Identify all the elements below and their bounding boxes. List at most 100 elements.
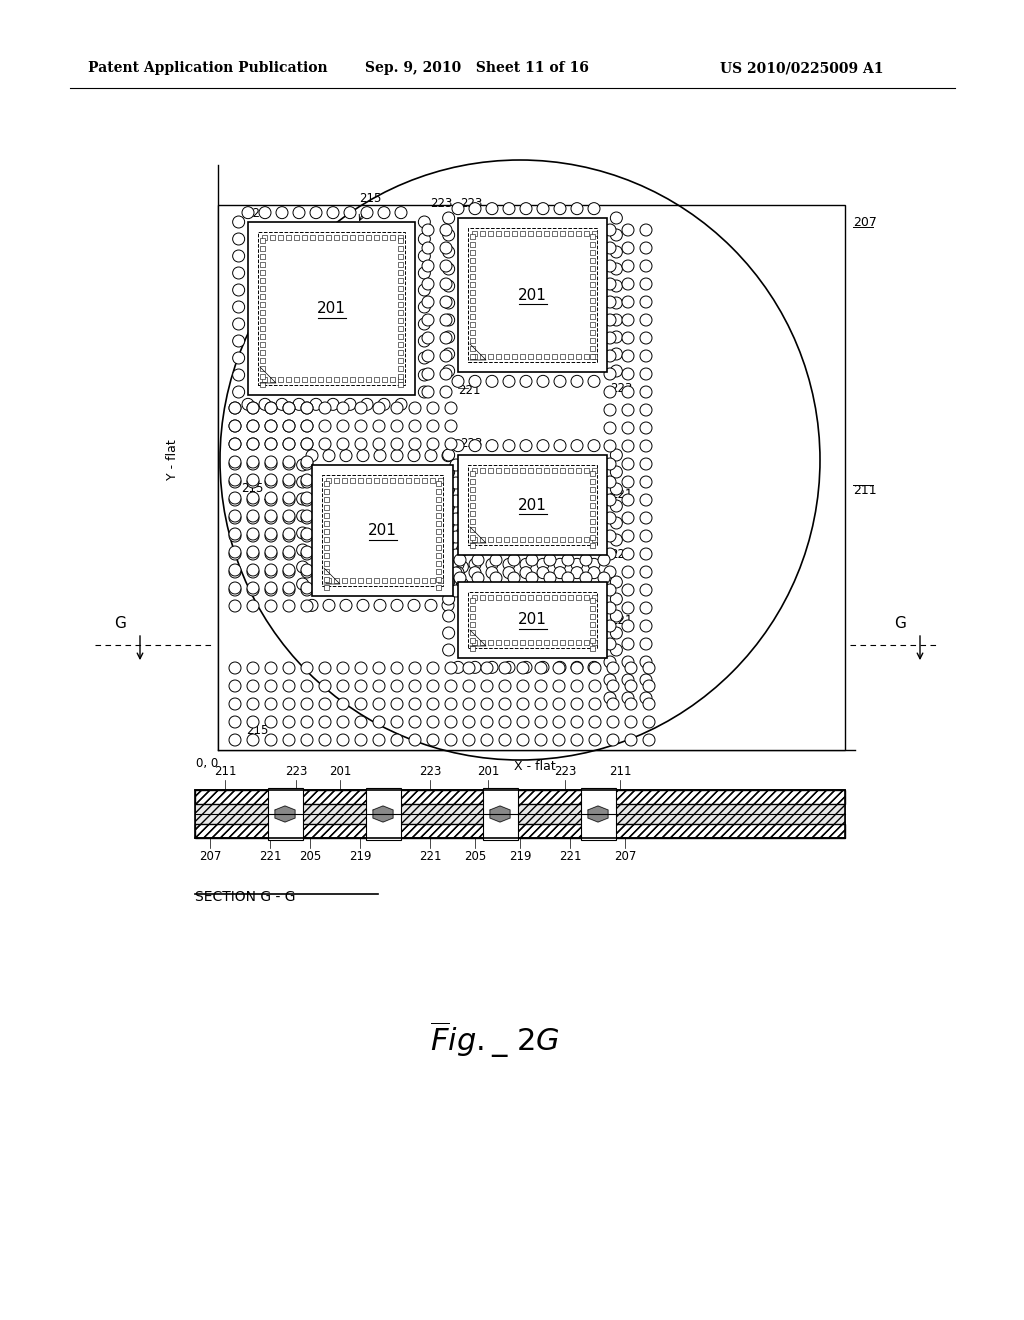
Circle shape <box>427 715 439 729</box>
Text: SECTION G - G: SECTION G - G <box>195 890 296 904</box>
Circle shape <box>229 582 241 594</box>
Bar <box>590 630 595 635</box>
Bar <box>520 354 525 359</box>
Bar <box>436 577 441 582</box>
Bar <box>350 235 355 240</box>
Bar <box>260 253 265 259</box>
Bar <box>568 231 573 236</box>
Circle shape <box>422 224 434 236</box>
Bar <box>438 478 443 483</box>
Circle shape <box>610 366 623 378</box>
Circle shape <box>419 267 430 279</box>
Circle shape <box>622 260 634 272</box>
Circle shape <box>604 242 616 253</box>
Bar <box>590 503 595 508</box>
Circle shape <box>499 715 511 729</box>
Circle shape <box>580 572 592 583</box>
Circle shape <box>442 483 455 495</box>
Bar <box>504 640 509 645</box>
Circle shape <box>247 420 259 432</box>
Bar <box>470 322 475 327</box>
Circle shape <box>422 279 434 290</box>
Circle shape <box>486 661 498 673</box>
Circle shape <box>442 644 455 656</box>
Bar <box>350 478 355 483</box>
Bar <box>480 354 485 359</box>
Circle shape <box>283 566 295 578</box>
Circle shape <box>419 301 430 313</box>
Bar <box>470 267 475 271</box>
Bar <box>350 378 355 381</box>
Circle shape <box>445 680 457 692</box>
Circle shape <box>247 548 259 560</box>
Circle shape <box>283 477 295 488</box>
Bar <box>267 788 302 840</box>
Text: 201: 201 <box>518 288 547 302</box>
Circle shape <box>640 242 652 253</box>
Bar <box>350 578 355 583</box>
Circle shape <box>247 403 259 414</box>
Circle shape <box>232 385 245 399</box>
Bar <box>260 271 265 275</box>
Circle shape <box>622 368 634 380</box>
Circle shape <box>229 403 241 414</box>
Circle shape <box>247 583 259 597</box>
Circle shape <box>301 680 313 692</box>
Bar <box>358 578 362 583</box>
Bar <box>560 640 565 645</box>
Circle shape <box>481 734 493 746</box>
Circle shape <box>640 602 652 614</box>
Bar <box>342 578 347 583</box>
Circle shape <box>374 599 386 611</box>
Text: 223: 223 <box>460 197 482 210</box>
Bar <box>436 529 441 535</box>
Bar <box>398 358 403 363</box>
Circle shape <box>409 698 421 710</box>
Circle shape <box>503 558 515 570</box>
Bar <box>342 378 347 381</box>
Circle shape <box>640 440 652 451</box>
Circle shape <box>427 403 439 414</box>
Bar <box>590 338 595 343</box>
Bar <box>358 478 362 483</box>
Bar <box>195 824 845 838</box>
Bar <box>398 302 403 308</box>
Circle shape <box>283 455 295 469</box>
Circle shape <box>283 528 295 540</box>
Circle shape <box>297 578 308 590</box>
Bar <box>260 350 265 355</box>
Circle shape <box>442 348 455 360</box>
Circle shape <box>319 403 331 414</box>
Text: 201: 201 <box>518 612 547 627</box>
Bar <box>584 469 589 473</box>
Bar <box>575 354 581 359</box>
Circle shape <box>440 350 452 362</box>
Bar <box>270 378 275 381</box>
Circle shape <box>450 495 462 507</box>
Circle shape <box>452 566 464 578</box>
Bar <box>436 561 441 566</box>
Circle shape <box>604 512 616 524</box>
Circle shape <box>440 242 452 253</box>
Bar <box>358 378 362 381</box>
Circle shape <box>301 510 313 521</box>
Circle shape <box>643 680 655 692</box>
Bar <box>468 228 597 362</box>
Circle shape <box>378 399 390 411</box>
Circle shape <box>232 352 245 364</box>
Circle shape <box>622 440 634 451</box>
Circle shape <box>588 375 600 387</box>
Bar <box>581 788 615 840</box>
Circle shape <box>391 680 403 692</box>
Bar <box>326 235 331 240</box>
Bar <box>568 640 573 645</box>
Bar <box>568 354 573 359</box>
Circle shape <box>310 207 322 219</box>
Circle shape <box>259 207 271 219</box>
Circle shape <box>247 715 259 729</box>
Circle shape <box>610 213 623 224</box>
Bar <box>390 235 395 240</box>
Bar <box>436 488 441 494</box>
Circle shape <box>588 661 600 673</box>
Bar <box>398 326 403 331</box>
